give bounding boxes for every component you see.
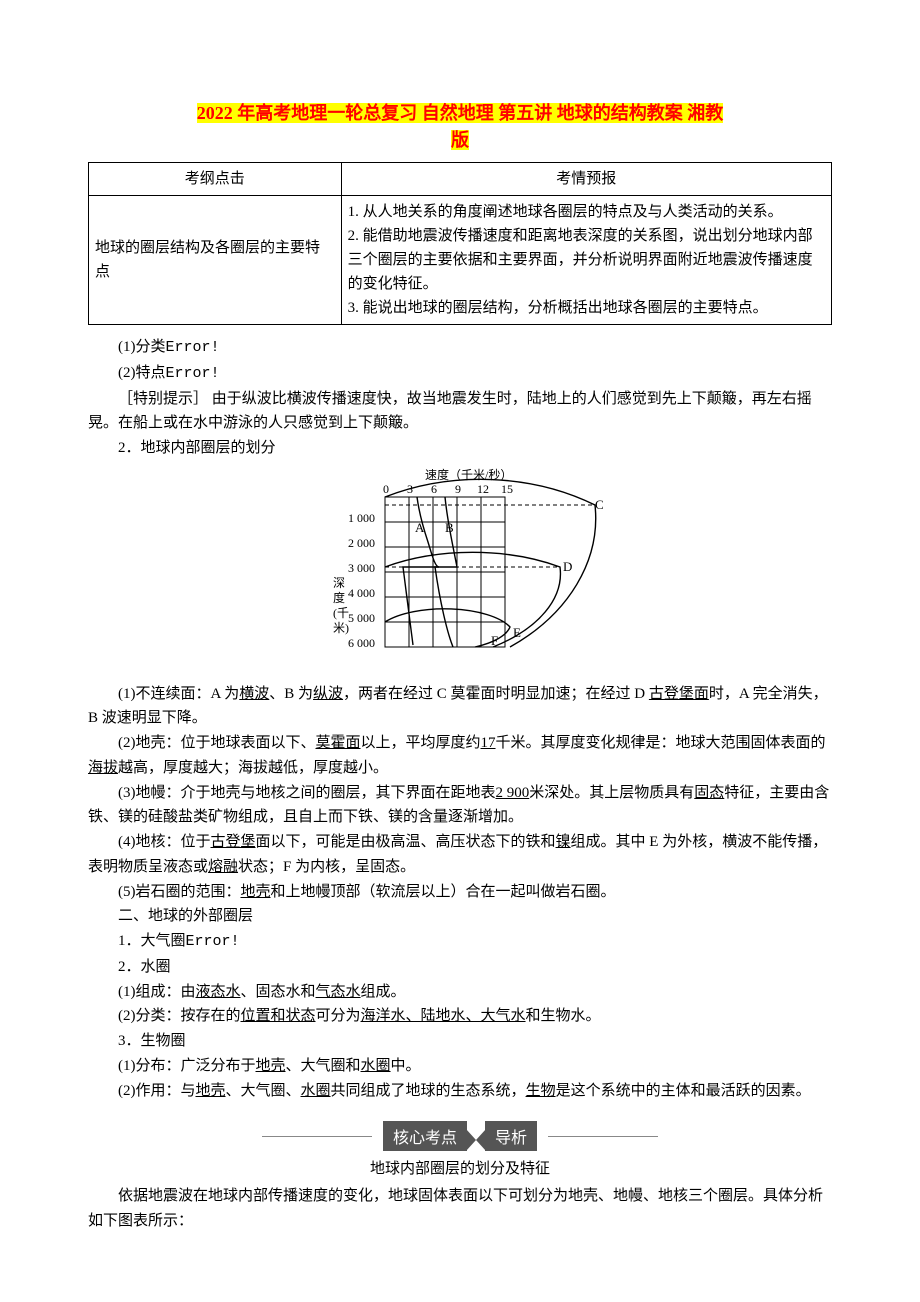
- line-biosphere: 3．生物圈: [88, 1029, 832, 1054]
- section-banner: 核心考点导析: [88, 1121, 832, 1151]
- syllabus-table: 考纲点击 考情预报 地球的圈层结构及各圈层的主要特点 1. 从人地关系的角度阐述…: [88, 162, 832, 325]
- y-tick-2000: 2 000: [348, 536, 375, 550]
- y-axis-label-2: 度: [333, 590, 345, 605]
- table-header-right: 考情预报: [341, 163, 831, 196]
- y-tick-4000: 4 000: [348, 586, 375, 600]
- y-axis-label-3: (千: [333, 606, 349, 620]
- banner-box: 核心考点导析: [382, 1121, 538, 1151]
- y-axis-label-1: 深: [333, 576, 345, 590]
- table-right-item-2: 2. 能借助地震波传播速度和距离地表深度的关系图，说出划分地球内部三个圈层的主要…: [348, 224, 825, 296]
- banner-rule-right: [548, 1136, 658, 1137]
- banner-rule-left: [262, 1136, 372, 1137]
- banner-pill-left: 核心考点: [383, 1121, 467, 1151]
- heading-external: 二、地球的外部圈层: [88, 904, 832, 929]
- banner-arrow-left-icon: [466, 1129, 476, 1151]
- y-tick-3000: 3 000: [348, 561, 375, 575]
- seismic-chart-svg: 速度（千米/秒） 0 3 6 9 12 15 1 000 2 000 3 000…: [295, 467, 625, 667]
- line-hydrosphere-classification: (2)分类：按存在的位置和状态可分为海洋水、陆地水、大气水和生物水。: [88, 1004, 832, 1029]
- line-atmosphere: 1．大气圈Error!: [88, 929, 832, 955]
- tail-paragraph: 依据地震波在地球内部传播速度的变化，地球固体表面以下可划分为地壳、地幔、地核三个…: [88, 1184, 832, 1234]
- label-E: E: [513, 625, 521, 640]
- document-page: 2022 年高考地理一轮总复习 自然地理 第五讲 地球的结构教案 湘教 版 考纲…: [0, 0, 920, 1274]
- p-crust: (2)地壳：位于地球表面以下、莫霍面以上，平均厚度约17千米。其厚度变化规律是：…: [88, 731, 832, 781]
- body-text: (1)分类Error! (2)特点Error! ［特别提示］ 由于纵波比横波传播…: [88, 335, 832, 1103]
- title-line-2: 版: [451, 130, 469, 150]
- table-right-item-3: 3. 能说出地球的圈层结构，分析概括出地球各圈层的主要特点。: [348, 296, 825, 320]
- line-biosphere-distribution: (1)分布：广泛分布于地壳、大气圈和水圈中。: [88, 1054, 832, 1079]
- label-F: F: [491, 633, 498, 648]
- p-lithosphere: (5)岩石圈的范围：地壳和上地幔顶部（软流层以上）合在一起叫做岩石圈。: [88, 880, 832, 905]
- title-block: 2022 年高考地理一轮总复习 自然地理 第五讲 地球的结构教案 湘教 版: [88, 100, 832, 154]
- label-C: C: [595, 497, 604, 512]
- title-line-1: 2022 年高考地理一轮总复习 自然地理 第五讲 地球的结构教案 湘教: [197, 103, 724, 123]
- x-tick-12: 12: [477, 482, 489, 496]
- special-tip: ［特别提示］ 由于纵波比横波传播速度快，故当地震发生时，陆地上的人们感觉到先上下…: [88, 387, 832, 437]
- y-tick-6000: 6 000: [348, 636, 375, 650]
- x-tick-15: 15: [501, 482, 513, 496]
- y-tick-5000: 5 000: [348, 611, 375, 625]
- y-tick-1000: 1 000: [348, 511, 375, 525]
- seismic-diagram: 速度（千米/秒） 0 3 6 9 12 15 1 000 2 000 3 000…: [88, 467, 832, 676]
- p-core: (4)地核：位于古登堡面以下，可能是由极高温、高压状态下的铁和镍组成。其中 E …: [88, 830, 832, 880]
- line-hydrosphere-composition: (1)组成：由液态水、固态水和气态水组成。: [88, 980, 832, 1005]
- p-discontinuity: (1)不连续面：A 为横波、B 为纵波，两者在经过 C 莫霍面时明显加速；在经过…: [88, 682, 832, 732]
- heading-internal-layers: 2．地球内部圈层的划分: [88, 436, 832, 461]
- line-hydrosphere: 2．水圈: [88, 955, 832, 980]
- table-cell-left: 地球的圈层结构及各圈层的主要特点: [89, 196, 342, 325]
- line-features: (2)特点Error!: [88, 361, 832, 387]
- line-classification: (1)分类Error!: [88, 335, 832, 361]
- label-B: B: [445, 520, 454, 535]
- p-mantle: (3)地幔：介于地壳与地核之间的圈层，其下界面在距地表2 900米深处。其上层物…: [88, 781, 832, 831]
- label-A: A: [415, 520, 425, 535]
- x-tick-9: 9: [455, 482, 461, 496]
- banner-pill-right: 导析: [485, 1121, 537, 1151]
- subtitle: 地球内部圈层的划分及特征: [88, 1157, 832, 1178]
- x-tick-0: 0: [383, 482, 389, 496]
- table-cell-right: 1. 从人地关系的角度阐述地球各圈层的特点及与人类活动的关系。 2. 能借助地震…: [341, 196, 831, 325]
- table-header-left: 考纲点击: [89, 163, 342, 196]
- line-biosphere-function: (2)作用：与地壳、大气圈、水圈共同组成了地球的生态系统，生物是这个系统中的主体…: [88, 1079, 832, 1104]
- y-axis-label-4: 米): [333, 621, 349, 635]
- label-D: D: [563, 559, 572, 574]
- table-right-item-1: 1. 从人地关系的角度阐述地球各圈层的特点及与人类活动的关系。: [348, 200, 825, 224]
